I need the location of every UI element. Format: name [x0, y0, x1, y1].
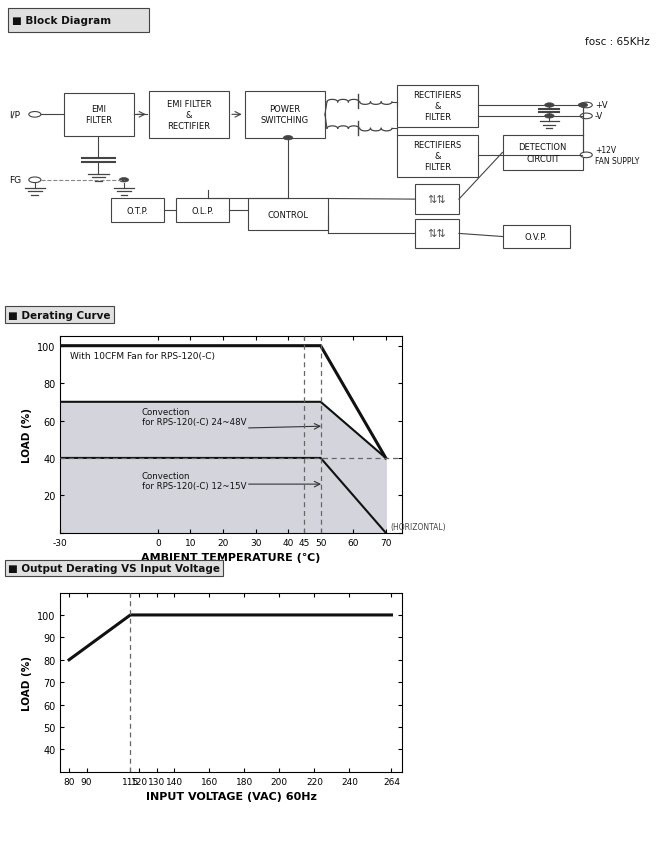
Text: (HORIZONTAL): (HORIZONTAL)	[391, 522, 446, 531]
Circle shape	[283, 136, 293, 141]
Text: ■ Derating Curve: ■ Derating Curve	[8, 310, 111, 320]
Circle shape	[29, 177, 41, 183]
Circle shape	[580, 114, 592, 119]
Y-axis label: LOAD (%): LOAD (%)	[21, 655, 31, 710]
Bar	[111, 200, 164, 223]
Circle shape	[580, 103, 592, 108]
Circle shape	[545, 104, 554, 108]
Text: ⇅⇅: ⇅⇅	[427, 194, 446, 205]
Text: ■ Block Diagram: ■ Block Diagram	[12, 16, 111, 26]
Text: DETECTION
CIRCUIT: DETECTION CIRCUIT	[519, 143, 567, 164]
Bar	[502, 136, 583, 171]
Text: FG: FG	[9, 176, 21, 185]
Bar	[415, 185, 459, 215]
Text: EMI
FILTER: EMI FILTER	[85, 105, 113, 125]
Bar	[397, 85, 478, 128]
Circle shape	[545, 114, 554, 119]
Text: -V: -V	[595, 113, 603, 121]
Circle shape	[29, 113, 41, 118]
Bar	[245, 92, 325, 138]
Text: With 10CFM Fan for RPS-120(-C): With 10CFM Fan for RPS-120(-C)	[70, 352, 215, 361]
Bar	[149, 92, 229, 138]
Circle shape	[119, 178, 129, 183]
Text: O.V.P.: O.V.P.	[525, 233, 547, 241]
Circle shape	[578, 104, 588, 108]
Bar	[502, 226, 570, 248]
Bar	[64, 93, 134, 137]
Text: EMI FILTER
&
RECTIFIER: EMI FILTER & RECTIFIER	[167, 100, 211, 131]
Text: +12V
FAN SUPPLY: +12V FAN SUPPLY	[595, 146, 639, 165]
X-axis label: AMBIENT TEMPERATURE (℃): AMBIENT TEMPERATURE (℃)	[141, 553, 321, 562]
Bar	[397, 136, 478, 177]
Text: RECTIFIERS
&
FILTER: RECTIFIERS & FILTER	[413, 91, 462, 122]
Text: fosc : 65KHz: fosc : 65KHz	[585, 38, 650, 48]
Text: O.T.P.: O.T.P.	[127, 206, 148, 216]
Text: CONTROL: CONTROL	[267, 211, 309, 219]
Bar	[415, 219, 459, 249]
Bar	[248, 200, 328, 231]
Text: ⇅⇅: ⇅⇅	[427, 229, 446, 239]
Text: RECTIFIERS
&
FILTER: RECTIFIERS & FILTER	[413, 141, 462, 172]
Text: Convection
for RPS-120(-C) 12~15V: Convection for RPS-120(-C) 12~15V	[141, 471, 246, 490]
Text: POWER
SWITCHING: POWER SWITCHING	[261, 105, 309, 125]
Text: Convection
for RPS-120(-C) 24~48V: Convection for RPS-120(-C) 24~48V	[141, 408, 246, 427]
Bar	[176, 200, 229, 223]
Circle shape	[580, 153, 592, 159]
Y-axis label: LOAD (%): LOAD (%)	[21, 408, 31, 462]
Text: +V: +V	[595, 102, 608, 110]
Text: I/P: I/P	[9, 111, 19, 119]
Bar	[8, 9, 149, 32]
Text: O.L.P.: O.L.P.	[191, 206, 214, 216]
Text: ■ Output Derating VS Input Voltage: ■ Output Derating VS Input Voltage	[8, 564, 220, 573]
X-axis label: INPUT VOLTAGE (VAC) 60Hz: INPUT VOLTAGE (VAC) 60Hz	[145, 792, 317, 801]
